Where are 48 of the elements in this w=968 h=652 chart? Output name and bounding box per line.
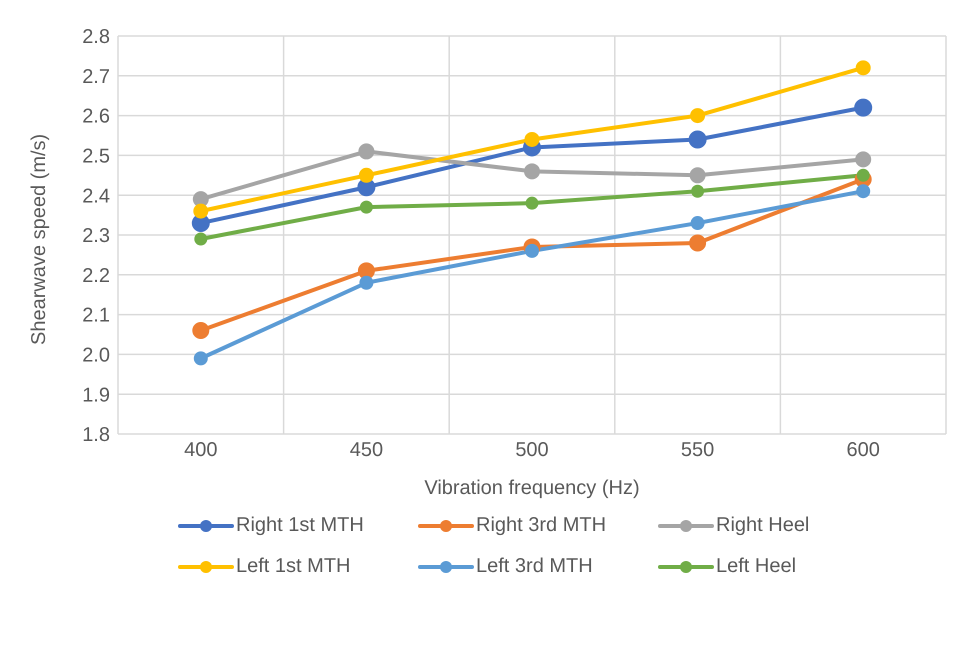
y-tick-label: 2.5	[82, 146, 110, 168]
legend-label: Right Heel	[716, 514, 810, 537]
x-tick-label: 400	[184, 439, 218, 462]
point	[690, 216, 705, 230]
point	[524, 132, 540, 147]
y-tick-label: 2.1	[82, 304, 110, 327]
point	[358, 262, 375, 280]
point	[856, 184, 870, 198]
legend-label: Right 1st MTH	[236, 514, 364, 537]
point	[688, 130, 707, 148]
legend-label: Left Heel	[716, 555, 796, 578]
point	[690, 167, 706, 184]
x-tick-label: 600	[846, 439, 880, 462]
x-axis-title: Vibration frequency (Hz)	[424, 477, 640, 499]
y-tick-label: 2.0	[82, 344, 110, 366]
x-tick-label: 450	[350, 439, 384, 462]
y-tick-label: 2.7	[82, 66, 110, 88]
point	[524, 163, 540, 180]
y-tick-label: 1.9	[82, 384, 110, 406]
y-tick-label: 2.4	[82, 185, 110, 208]
point	[854, 98, 872, 117]
y-tick-label: 1.8	[82, 424, 110, 446]
point	[855, 151, 872, 168]
legend-label: Left 3rd MTH	[476, 555, 593, 578]
y-tick-label: 2.3	[82, 225, 110, 248]
point	[856, 168, 870, 182]
point	[192, 322, 210, 340]
y-axis-title: Shearwave speed (m/s)	[28, 134, 50, 345]
point	[360, 200, 373, 214]
point	[689, 234, 706, 252]
legend-label: Right 3rd MTH	[476, 514, 606, 537]
point	[193, 204, 208, 219]
point	[526, 196, 538, 210]
point	[194, 232, 208, 246]
point	[525, 244, 539, 258]
y-tick-label: 2.8	[82, 26, 110, 48]
y-tick-label: 2.6	[82, 106, 110, 128]
y-tick-label: 2.2	[82, 264, 110, 287]
point	[358, 168, 374, 183]
legend-label: Left 1st MTH	[236, 555, 350, 578]
point	[691, 184, 704, 198]
point	[856, 60, 871, 76]
point	[690, 108, 706, 124]
point	[359, 276, 374, 290]
x-tick-label: 550	[680, 439, 714, 462]
x-tick-label: 500	[515, 439, 549, 462]
point	[194, 351, 208, 366]
point	[358, 143, 374, 160]
